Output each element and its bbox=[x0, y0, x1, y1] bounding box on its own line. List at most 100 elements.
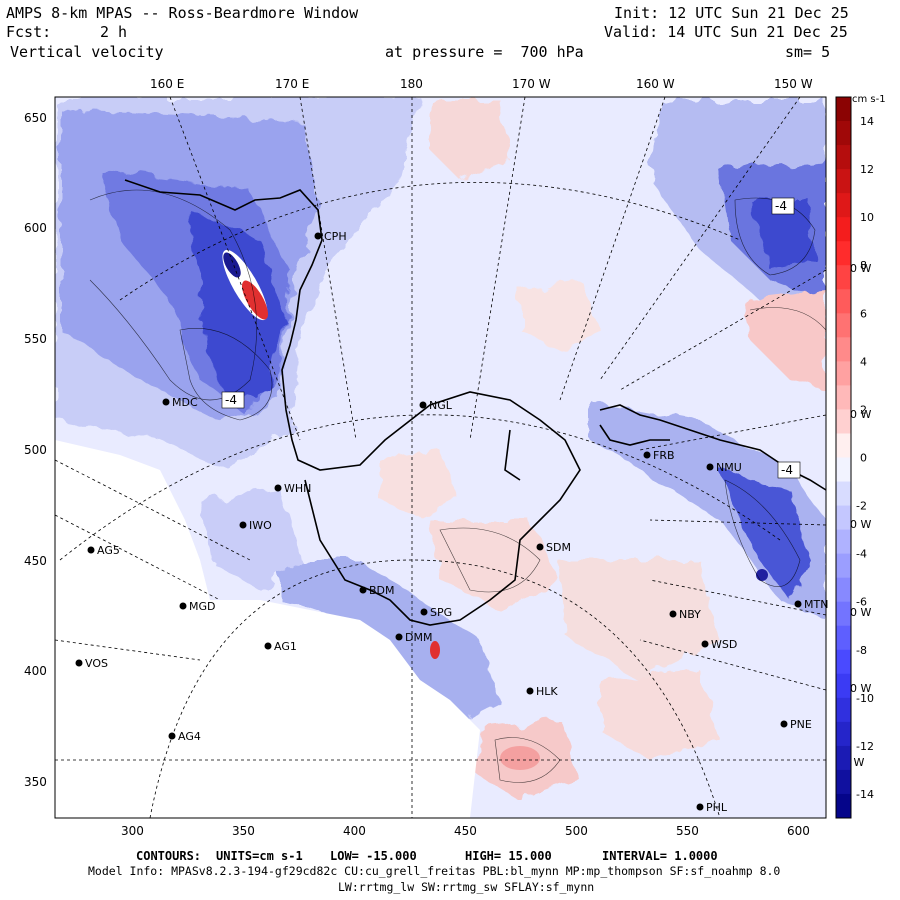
colorbar: 14 12 10 8 6 4 2 0 -2 -4 -6 -8 -10 -12 -14 bbox=[835, 96, 874, 819]
colorbar-tick-label: 12 bbox=[860, 163, 874, 176]
init-time: Init: 12 UTC Sun 21 Dec 25 bbox=[614, 4, 849, 22]
colorbar-swatch bbox=[836, 97, 851, 122]
footer-interval: INTERVAL= 1.0000 bbox=[602, 849, 718, 863]
station-dot-nmu bbox=[706, 463, 714, 471]
colorbar-swatch bbox=[836, 553, 851, 579]
y-tick: 400 bbox=[24, 664, 47, 678]
colorbar-swatch bbox=[836, 385, 851, 410]
colorbar-swatch bbox=[836, 433, 851, 458]
station-dot-pne bbox=[780, 720, 788, 728]
station-label-ngl: NGL bbox=[429, 399, 453, 412]
colorbar-swatch bbox=[836, 289, 851, 314]
colorbar-tick-label: 0 bbox=[860, 452, 867, 465]
pressure-level: at pressure = 700 hPa bbox=[385, 43, 584, 61]
footer-model-info: Model Info: MPASv8.2.3-194-gf29cd82c CU:… bbox=[88, 864, 781, 878]
lon-label-170e: 170 E bbox=[275, 77, 310, 91]
station-label-whn: WHN bbox=[284, 482, 311, 495]
plot-title: AMPS 8-km MPAS -- Ross-Beardmore Window bbox=[6, 4, 359, 22]
contour-label: -4 bbox=[781, 463, 793, 477]
colorbar-frame bbox=[835, 96, 852, 819]
colorbar-swatch bbox=[836, 265, 851, 290]
colorbar-swatch bbox=[836, 313, 851, 338]
station-dot-ag5 bbox=[87, 546, 95, 554]
colorbar-swatch bbox=[836, 241, 851, 266]
station-label-ag5: AG5 bbox=[97, 544, 120, 557]
station-dot-mtn bbox=[794, 600, 802, 608]
colorbar-tick-label: 8 bbox=[860, 259, 867, 272]
station-label-vos: VOS bbox=[85, 657, 108, 670]
station-dot-cph bbox=[314, 232, 322, 240]
colorbar-tick-label: 4 bbox=[860, 355, 867, 368]
forecast-hour: 2 h bbox=[100, 23, 128, 41]
station-label-iwo: IWO bbox=[249, 519, 272, 532]
smoothing: sm= 5 bbox=[785, 43, 831, 61]
colorbar-tick-label: -12 bbox=[856, 740, 874, 753]
colorbar-swatch bbox=[836, 361, 851, 386]
colorbar-swatch bbox=[836, 529, 851, 555]
footer-contours-label: CONTOURS: bbox=[136, 849, 202, 863]
colorbar-tick-label: 14 bbox=[860, 115, 874, 128]
station-dot-vos bbox=[75, 659, 83, 667]
colorbar-units: cm s-1 bbox=[852, 94, 886, 105]
y-tick: 550 bbox=[24, 332, 47, 346]
forecast-label: Fcst: bbox=[6, 23, 52, 41]
station-dot-mgd bbox=[179, 602, 187, 610]
x-tick: 600 bbox=[787, 824, 810, 838]
station-label-mgd: MGD bbox=[189, 600, 216, 613]
colorbar-swatch bbox=[836, 721, 851, 747]
colorbar-swatch bbox=[836, 793, 851, 819]
colorbar-swatch bbox=[836, 121, 851, 146]
x-tick: 400 bbox=[343, 824, 366, 838]
station-label-dmm: DMM bbox=[405, 631, 432, 644]
y-tick: 500 bbox=[24, 443, 47, 457]
station-dot-iwo bbox=[239, 521, 247, 529]
colorbar-swatch bbox=[836, 601, 851, 627]
lon-label-180: 180 bbox=[400, 77, 423, 91]
y-tick: 450 bbox=[24, 554, 47, 568]
station-label-sdm: SDM bbox=[546, 541, 571, 554]
colorbar-tick-label: -10 bbox=[856, 692, 874, 705]
colorbar-swatch bbox=[836, 217, 851, 242]
station-label-mtn: MTN bbox=[804, 598, 828, 611]
colorbar-swatch bbox=[836, 673, 851, 699]
colorbar-swatch bbox=[836, 769, 851, 795]
station-label-wsd: WSD bbox=[711, 638, 737, 651]
contour-value-labels: -4 -4 -4 bbox=[221, 197, 801, 479]
station-dot-sdm bbox=[536, 543, 544, 551]
station-label-ag4: AG4 bbox=[178, 730, 201, 743]
colorbar-swatch bbox=[836, 457, 851, 483]
station-dot-hlk bbox=[526, 687, 534, 695]
colorbar-swatch bbox=[836, 577, 851, 603]
station-dot-nby bbox=[669, 610, 677, 618]
station-label-pne: PNE bbox=[790, 718, 812, 731]
plot-frame bbox=[54, 96, 827, 819]
x-tick: 300 bbox=[121, 824, 144, 838]
station-dot-bdm bbox=[359, 586, 367, 594]
contour-label: -4 bbox=[775, 199, 787, 213]
colorbar-swatch bbox=[836, 649, 851, 675]
station-dot-frb bbox=[643, 451, 651, 459]
graticule bbox=[54, 96, 827, 819]
station-dot-mdc bbox=[162, 398, 170, 406]
x-tick: 350 bbox=[232, 824, 255, 838]
colorbar-tick-label: -14 bbox=[856, 788, 874, 801]
x-tick: 450 bbox=[454, 824, 477, 838]
colorbar-swatch bbox=[836, 481, 851, 507]
station-label-nmu: NMU bbox=[716, 461, 742, 474]
colorbar-swatch bbox=[836, 169, 851, 194]
footer-high: HIGH= 15.000 bbox=[465, 849, 552, 863]
lon-label-160e: 160 E bbox=[150, 77, 185, 91]
footer-low: LOW= -15.000 bbox=[330, 849, 417, 863]
station-dot-wsd bbox=[701, 640, 709, 648]
x-tick: 550 bbox=[676, 824, 699, 838]
colorbar-swatch bbox=[836, 505, 851, 531]
footer-units: UNITS=cm s-1 bbox=[216, 849, 303, 863]
station-label-nby: NBY bbox=[679, 608, 701, 621]
station-dot-ngl bbox=[419, 401, 427, 409]
colorbar-swatch bbox=[836, 697, 851, 723]
colorbar-tick-label: 2 bbox=[860, 403, 867, 416]
colorbar-tick-label: -8 bbox=[856, 644, 867, 657]
colorbar-tick-label: -4 bbox=[856, 548, 867, 561]
y-tick: 650 bbox=[24, 111, 47, 125]
